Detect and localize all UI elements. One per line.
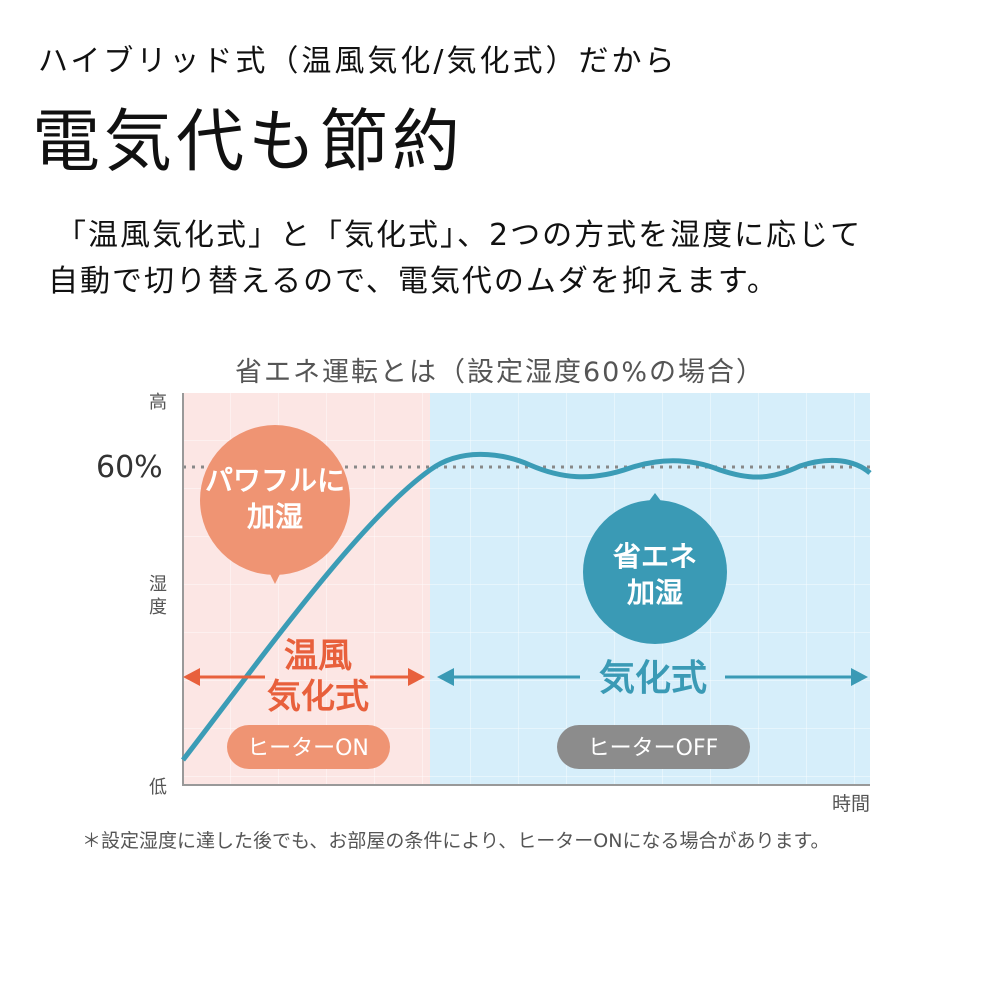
y-axis xyxy=(182,393,870,786)
y-label-top: 湿 xyxy=(149,574,167,595)
setpoint-label: 60% xyxy=(96,450,163,485)
bubble-line-1: 省エネ xyxy=(613,540,697,573)
lead-line-1: 「温風気化式」と「気化式」、2つの方式を湿度に応じて xyxy=(56,218,863,253)
y-label-bottom: 度 xyxy=(149,597,167,618)
humidity-curve xyxy=(181,451,872,762)
page-title: 電気代も節約 xyxy=(32,103,465,182)
eco-bubble: 省エネ 加湿 xyxy=(583,493,727,644)
y-low-label: 低 xyxy=(149,777,167,798)
evap-mode-label: 気化式 xyxy=(599,658,707,699)
footnote: ＊設定湿度に達した後でも、お部屋の条件により、ヒーターONになる場合があります。 xyxy=(82,830,830,852)
evap-mode-arrow xyxy=(437,668,868,686)
heater-on-label: ヒーターON xyxy=(247,736,369,761)
warm-mode-arrow xyxy=(183,668,425,686)
bubble-line-2: 加湿 xyxy=(627,576,683,609)
powerful-bubble: パワフルに 加湿 xyxy=(200,425,350,584)
subtitle: ハイブリッド式（温風気化/気化式）だから xyxy=(38,44,678,79)
y-high-label: 高 xyxy=(149,392,167,413)
bubble-line-2: 加湿 xyxy=(247,500,303,533)
heater-off-label: ヒーターOFF xyxy=(588,736,719,761)
x-axis-label: 時間 xyxy=(832,793,870,815)
heater-off-badge xyxy=(557,725,750,769)
lead-line-2: 自動で切り替えるので、電気代のムダを抑えます。 xyxy=(48,264,779,299)
diagram-title: 省エネ運転とは（設定湿度60%の場合） xyxy=(234,357,765,388)
warm-mode-line-2: 気化式 xyxy=(267,677,369,717)
bubble-line-1: パワフルに xyxy=(205,464,345,497)
warm-mode-line-1: 温風 xyxy=(284,636,352,676)
heater-on-badge xyxy=(227,725,390,769)
